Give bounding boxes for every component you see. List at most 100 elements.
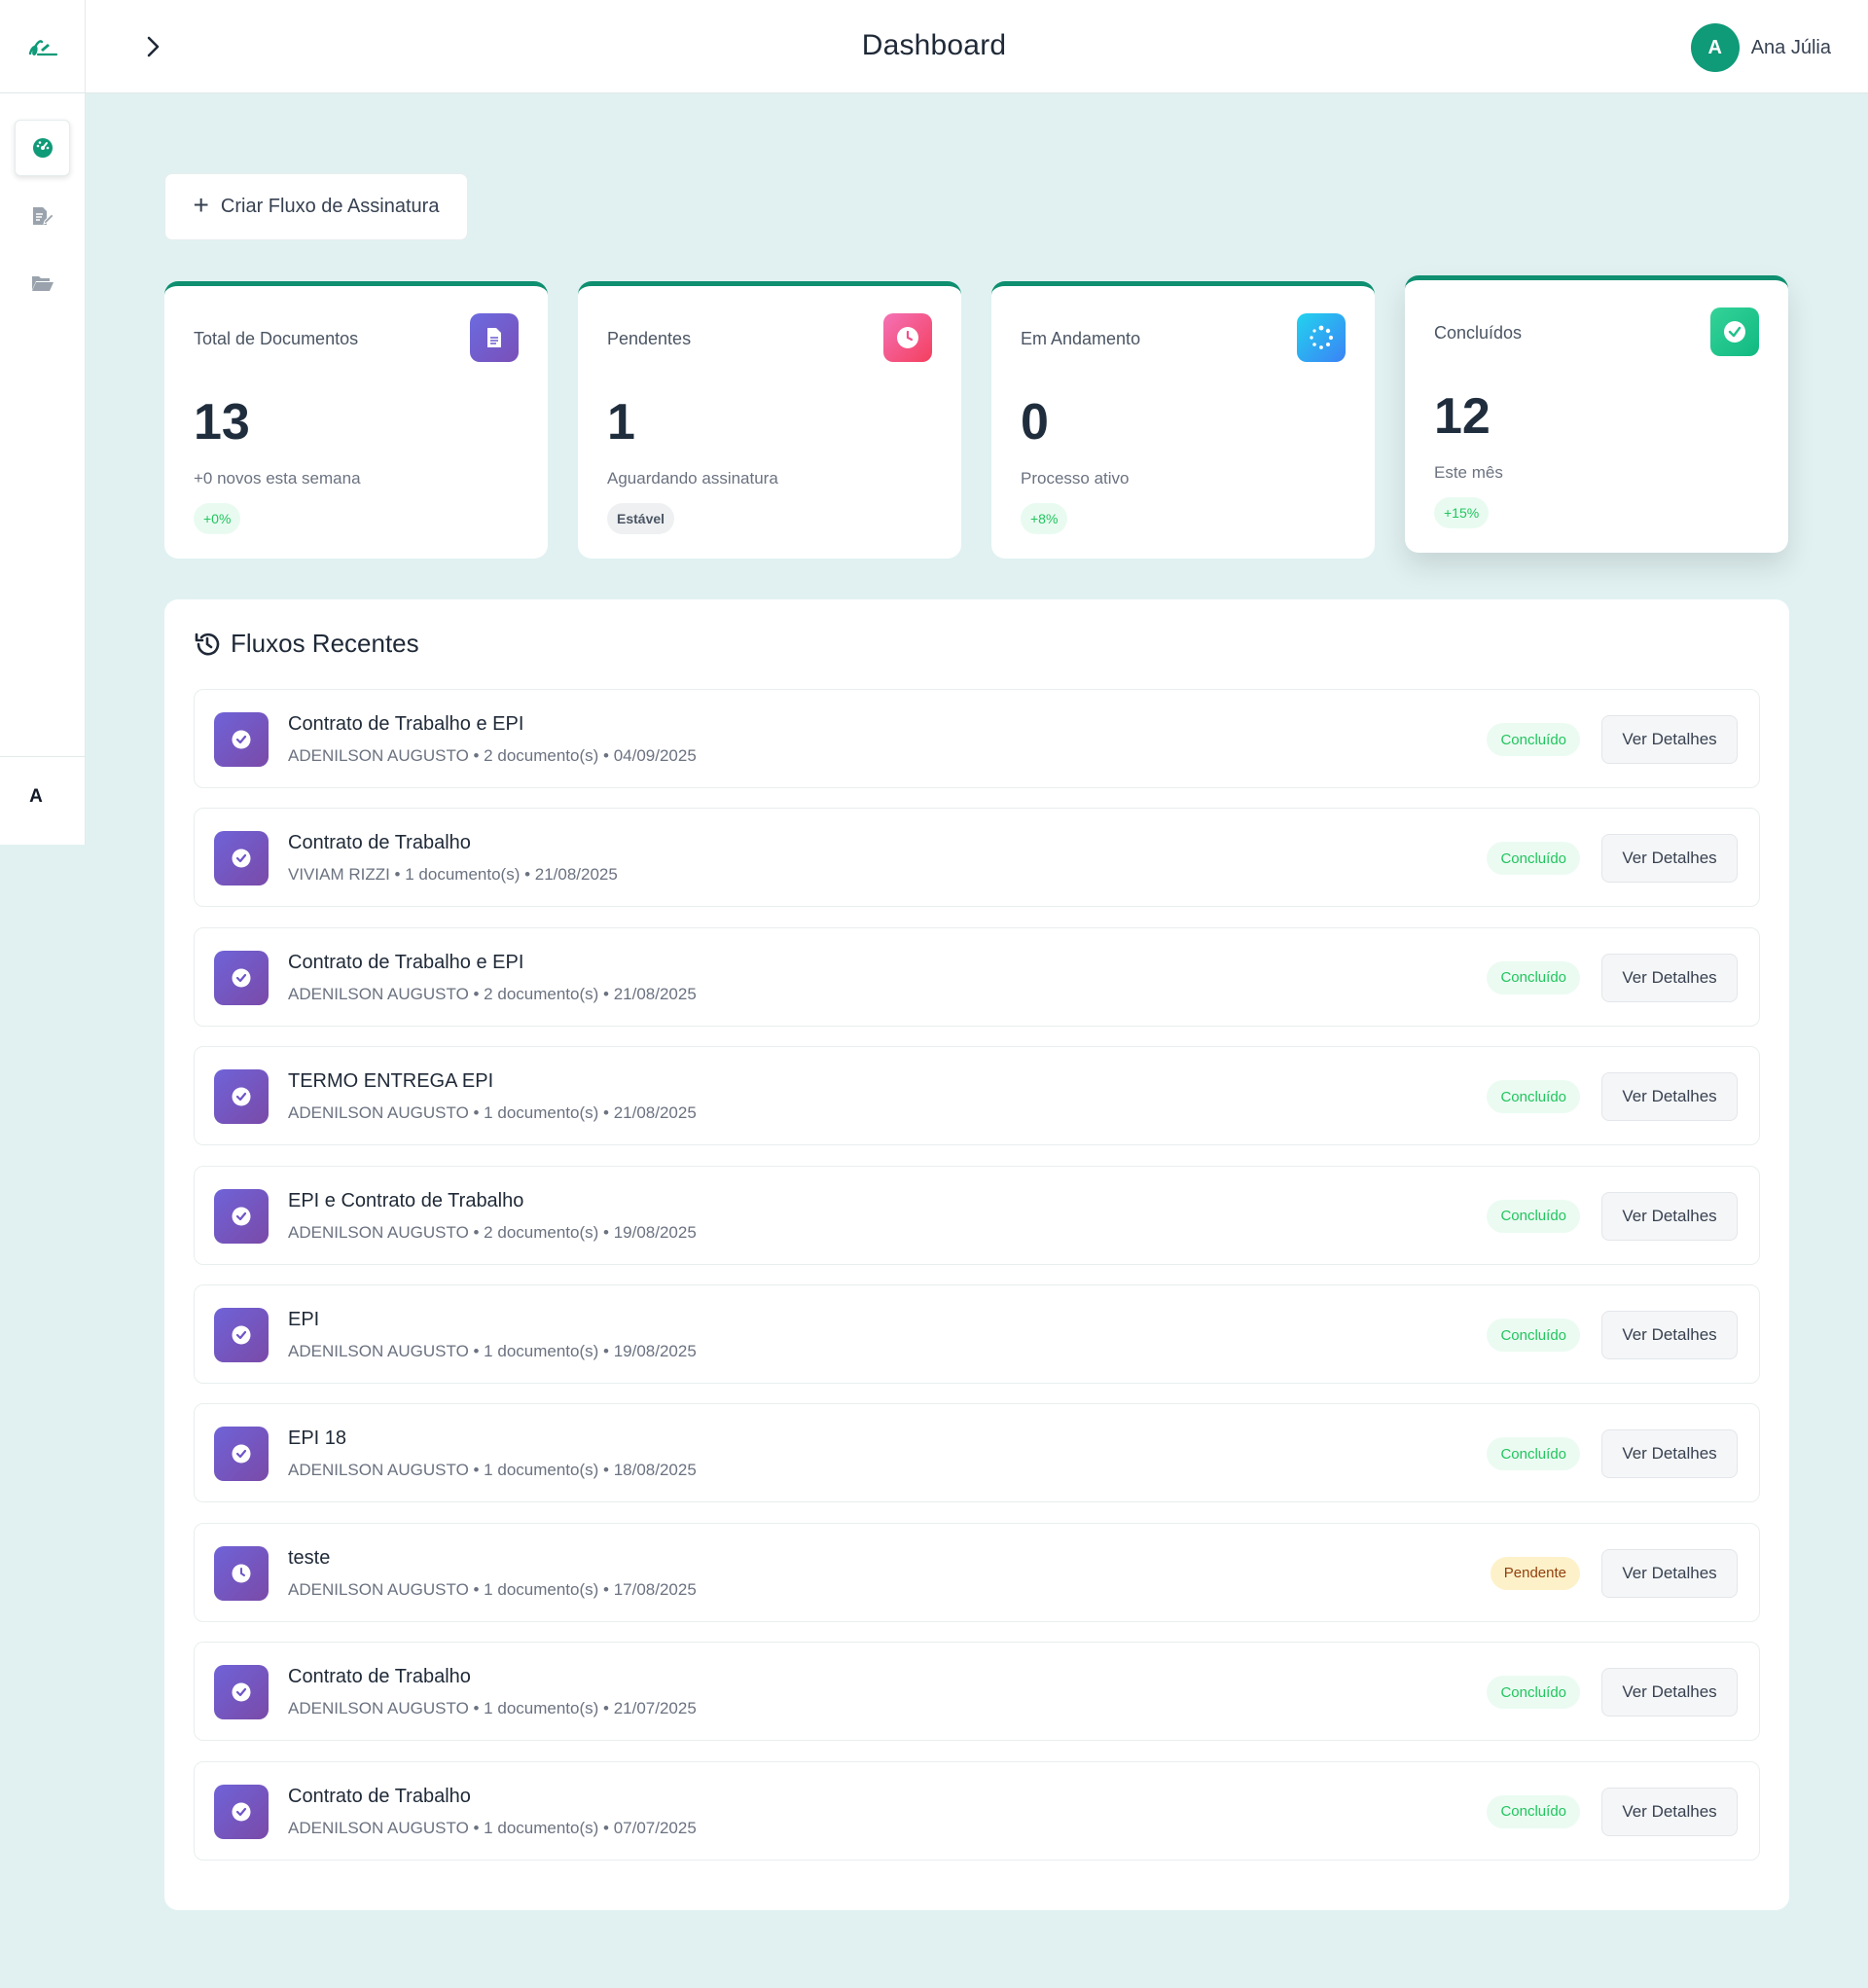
flow-meta: ADENILSON AUGUSTO • 1 documento(s) • 07/…: [288, 1818, 697, 1837]
edit-document-icon: [32, 207, 54, 225]
flow-meta: ADENILSON AUGUSTO • 1 documento(s) • 21/…: [288, 1699, 697, 1718]
stat-label: Concluídos: [1434, 323, 1523, 343]
stat-value: 0: [1021, 394, 1049, 451]
stat-label: Total de Documentos: [194, 329, 359, 348]
flow-row[interactable]: EPI 18 ADENILSON AUGUSTO • 1 documento(s)…: [194, 1403, 1760, 1503]
sidebar-divider: [0, 756, 86, 757]
flow-meta: ADENILSON AUGUSTO • 2 documento(s) • 19/…: [288, 1222, 697, 1242]
flow-title: EPI: [288, 1309, 320, 1330]
sidebar-item-folders[interactable]: [15, 255, 70, 311]
check-circle-icon: [214, 831, 269, 886]
flow-title: EPI e Contrato de Trabalho: [288, 1189, 524, 1211]
document-icon: [470, 313, 519, 362]
check-circle-icon: [214, 1069, 269, 1125]
check-circle-icon: [214, 1427, 269, 1482]
view-details-button[interactable]: Ver Detalhes: [1601, 1787, 1738, 1836]
flow-row[interactable]: Contrato de Trabalho e EPI ADENILSON AUGU…: [194, 689, 1760, 788]
flow-title: Contrato de Trabalho e EPI: [288, 713, 524, 735]
stat-value: 1: [607, 394, 635, 451]
flow-title: EPI 18: [288, 1428, 347, 1450]
flow-row[interactable]: Contrato de Trabalho ADENILSON AUGUSTO • …: [194, 1760, 1760, 1861]
history-icon: [195, 633, 220, 655]
status-badge: Concluído: [1487, 1199, 1580, 1233]
panel-title: Fluxos Recentes: [194, 629, 419, 659]
flow-row[interactable]: teste ADENILSON AUGUSTO • 1 documento(s) …: [194, 1522, 1760, 1622]
stat-subtitle: Processo ativo: [1021, 469, 1130, 488]
create-flow-button[interactable]: + Criar Fluxo de Assinatura: [164, 173, 468, 240]
check-circle-icon: [214, 1784, 269, 1839]
sidebar-item-documents[interactable]: [15, 188, 70, 244]
flow-row[interactable]: Contrato de Trabalho ADENILSON AUGUSTO • …: [194, 1642, 1760, 1742]
view-details-button[interactable]: Ver Detalhes: [1601, 834, 1738, 884]
status-badge: Concluído: [1487, 1319, 1580, 1352]
view-details-button[interactable]: Ver Detalhes: [1601, 953, 1738, 1002]
signature-logo-icon: [28, 40, 57, 56]
check-circle-icon: [214, 1188, 269, 1244]
view-details-button[interactable]: Ver Detalhes: [1601, 1548, 1738, 1598]
stat-card-completed: Concluídos 12 Este mês +15%: [1405, 275, 1788, 553]
view-details-button[interactable]: Ver Detalhes: [1601, 1668, 1738, 1717]
dashboard-icon: [32, 138, 53, 158]
sidebar-item-dashboard[interactable]: [15, 120, 70, 176]
flow-title: TERMO ENTREGA EPI: [288, 1070, 494, 1093]
page-title: Dashboard: [861, 29, 1007, 61]
stat-card-total: Total de Documentos 13 +0 novos esta sem…: [164, 281, 548, 559]
status-badge: Concluído: [1487, 1676, 1580, 1710]
chevron-right-icon: [147, 36, 160, 57]
view-details-button[interactable]: Ver Detalhes: [1601, 1311, 1738, 1359]
flow-title: teste: [288, 1546, 331, 1569]
flow-title: Contrato de Trabalho: [288, 832, 471, 854]
sidebar-toggle-button[interactable]: [136, 29, 171, 64]
stat-subtitle: +0 novos esta semana: [194, 469, 361, 488]
status-badge: Concluído: [1487, 1437, 1580, 1471]
flow-row[interactable]: TERMO ENTREGA EPI ADENILSON AUGUSTO • 1 d…: [194, 1046, 1760, 1146]
stat-label: Pendentes: [607, 329, 692, 348]
flow-meta: ADENILSON AUGUSTO • 1 documento(s) • 18/…: [288, 1461, 697, 1480]
clock-icon: [883, 313, 932, 362]
status-badge: Concluído: [1487, 1080, 1580, 1114]
folder-open-icon: [31, 276, 54, 291]
plus-icon: +: [193, 190, 209, 220]
flow-row[interactable]: EPI ADENILSON AUGUSTO • 1 documento(s) • …: [194, 1284, 1760, 1384]
stat-trend-badge: +15%: [1434, 497, 1490, 528]
stat-subtitle: Aguardando assinatura: [607, 469, 778, 488]
stat-value: 13: [194, 394, 250, 451]
stat-value: 12: [1434, 388, 1491, 445]
create-flow-label: Criar Fluxo de Assinatura: [220, 196, 440, 217]
stat-subtitle: Este mês: [1434, 463, 1503, 482]
flow-title: Contrato de Trabalho: [288, 1785, 471, 1807]
flow-row[interactable]: Contrato de Trabalho VIVIAM RIZZI • 1 doc…: [194, 808, 1760, 908]
view-details-button[interactable]: Ver Detalhes: [1601, 1072, 1738, 1122]
stat-card-in-progress: Em Andamento 0 Processo ativo +8%: [991, 281, 1375, 559]
view-details-button[interactable]: Ver Detalhes: [1601, 715, 1738, 764]
sidebar: A: [0, 93, 86, 845]
app-logo[interactable]: [0, 0, 86, 93]
user-menu[interactable]: A Ana Júlia: [1690, 23, 1831, 72]
recent-flows-panel: Fluxos Recentes Contrato de Trabalho e E…: [164, 599, 1789, 1910]
flow-row[interactable]: Contrato de Trabalho e EPI ADENILSON AUGU…: [194, 926, 1760, 1027]
check-circle-icon: [214, 1308, 269, 1362]
status-badge: Concluído: [1487, 1794, 1580, 1828]
status-badge: Pendente: [1490, 1556, 1580, 1590]
check-circle-icon: [1710, 307, 1759, 356]
check-circle-icon: [214, 712, 269, 767]
view-details-button[interactable]: Ver Detalhes: [1601, 1429, 1738, 1479]
status-badge: Concluído: [1487, 723, 1580, 756]
panel-title-text: Fluxos Recentes: [231, 629, 419, 658]
stat-trend-badge: +8%: [1021, 503, 1068, 534]
flow-meta: ADENILSON AUGUSTO • 2 documento(s) • 21/…: [288, 984, 697, 1003]
flow-meta: ADENILSON AUGUSTO • 1 documento(s) • 21/…: [288, 1103, 697, 1123]
check-circle-icon: [214, 1665, 269, 1720]
sidebar-user-initial[interactable]: A: [29, 786, 43, 807]
flow-row[interactable]: EPI e Contrato de Trabalho ADENILSON AUGU…: [194, 1165, 1760, 1265]
status-badge: Concluído: [1487, 960, 1580, 994]
avatar: A: [1690, 23, 1740, 72]
top-header: Dashboard A Ana Júlia: [0, 0, 1868, 93]
flow-meta: ADENILSON AUGUSTO • 1 documento(s) • 17/…: [288, 1579, 697, 1599]
flow-meta: VIVIAM RIZZI • 1 documento(s) • 21/08/20…: [288, 865, 618, 885]
stat-trend-badge: Estável: [607, 503, 675, 534]
view-details-button[interactable]: Ver Detalhes: [1601, 1191, 1738, 1241]
flow-meta: ADENILSON AUGUSTO • 1 documento(s) • 19/…: [288, 1342, 697, 1360]
user-name: Ana Júlia: [1750, 36, 1831, 58]
status-badge: Concluído: [1487, 842, 1580, 876]
